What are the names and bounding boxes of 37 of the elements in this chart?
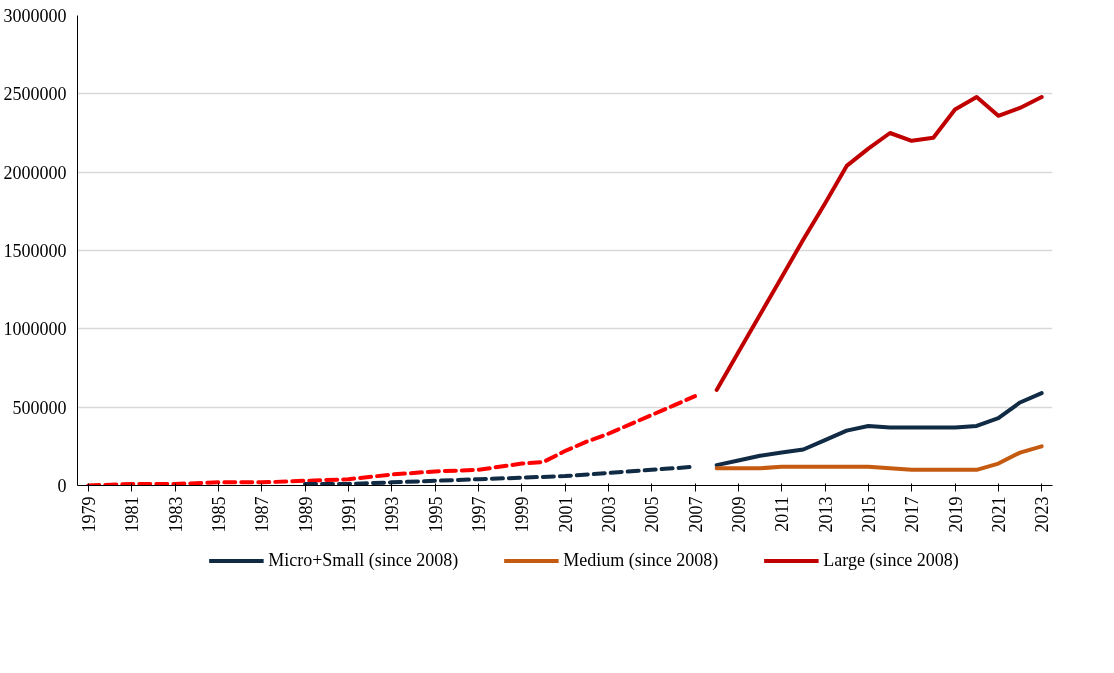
x-tick-label: 2011 bbox=[772, 496, 793, 532]
legend-label: Medium (since 2008) bbox=[563, 549, 719, 571]
x-tick-label: 1989 bbox=[295, 496, 316, 533]
x-tick-label: 2003 bbox=[598, 496, 619, 533]
x-tick-label: 2001 bbox=[555, 496, 576, 533]
x-tick-label: 1991 bbox=[338, 496, 359, 533]
x-tick-label: 2023 bbox=[1032, 496, 1053, 533]
y-tick-label: 1000000 bbox=[3, 319, 67, 340]
line-series bbox=[86, 394, 697, 486]
x-tick-label: 2019 bbox=[945, 496, 966, 533]
x-tick-label: 1981 bbox=[122, 496, 143, 533]
x-tick-label: 1995 bbox=[425, 496, 446, 533]
line-series bbox=[714, 391, 1044, 468]
y-tick-label: 0 bbox=[57, 476, 67, 496]
x-tick-label: 1985 bbox=[208, 496, 229, 533]
x-tick-label: 2017 bbox=[902, 496, 923, 533]
line-series bbox=[714, 94, 1044, 392]
x-tick-label: 2021 bbox=[988, 496, 1009, 533]
legend-label: Large (since 2008) bbox=[823, 549, 959, 571]
x-tick-label: 2007 bbox=[685, 496, 706, 533]
x-tick-label: 1993 bbox=[382, 496, 403, 533]
x-tick-label: 1999 bbox=[512, 496, 533, 533]
x-tick-label: 1997 bbox=[468, 496, 489, 533]
x-tick-label: 2005 bbox=[642, 496, 663, 533]
x-tick-label: 2013 bbox=[815, 496, 836, 533]
line-series bbox=[714, 444, 1044, 472]
x-tick-label: 1979 bbox=[78, 496, 99, 533]
x-tick-label: 2009 bbox=[728, 496, 749, 533]
x-tick-label: 1983 bbox=[165, 496, 186, 533]
y-tick-label: 1500000 bbox=[3, 241, 67, 261]
y-tick-label: 500000 bbox=[12, 397, 67, 418]
y-tick-label: 2000000 bbox=[3, 162, 67, 183]
legend-label: Micro+Small (since 2008) bbox=[268, 549, 459, 571]
y-tick-label: 3000000 bbox=[3, 6, 67, 26]
x-tick-label: 2015 bbox=[858, 496, 879, 533]
x-tick-label: 1987 bbox=[252, 496, 273, 533]
y-tick-label: 2500000 bbox=[3, 84, 67, 105]
